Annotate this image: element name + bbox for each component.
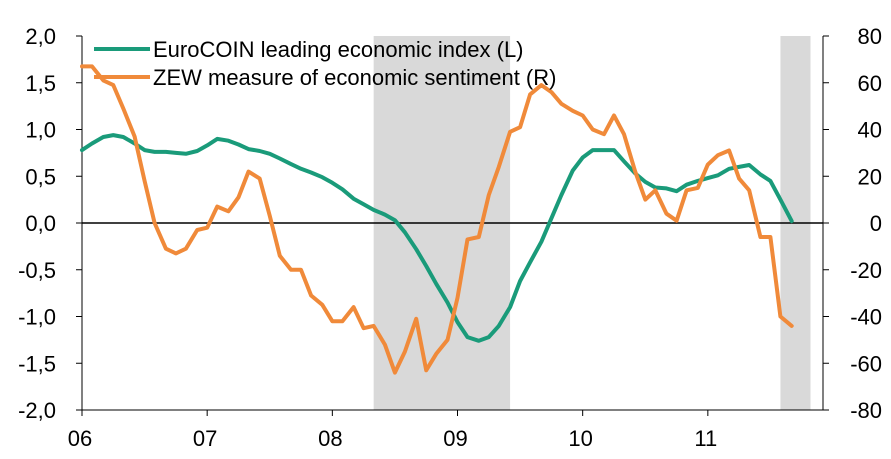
x-tick-label: 10 xyxy=(568,426,592,451)
right-y-tick-label: 20 xyxy=(858,164,882,189)
legend-label-1: ZEW measure of economic sentiment (R) xyxy=(153,65,556,90)
left-y-tick-label: 0,5 xyxy=(25,164,56,189)
right-y-tick-label: -20 xyxy=(850,258,882,283)
series-lines xyxy=(80,64,794,375)
right-y-tick-label: -40 xyxy=(850,305,882,330)
legend: EuroCOIN leading economic index (L) ZEW m… xyxy=(94,37,556,90)
right-y-tick-label: 40 xyxy=(858,118,882,143)
right-y-tick-label: -80 xyxy=(850,398,882,423)
left-y-tick-label: -0,5 xyxy=(18,258,56,283)
x-tick-label: 07 xyxy=(193,426,217,451)
legend-label-0: EuroCOIN leading economic index (L) xyxy=(153,37,524,62)
series-line-1 xyxy=(80,64,794,375)
left-y-tick-label: 1,0 xyxy=(25,118,56,143)
left-y-tick-labels: -2,0 -1,5 -1,0 -0,5 0,0 0,5 1,0 1,5 2,0 xyxy=(18,24,56,423)
left-y-tick-label: 1,5 xyxy=(25,71,56,96)
right-y-tick-label: -60 xyxy=(850,351,882,376)
left-y-tick-label: -2,0 xyxy=(18,398,56,423)
x-tick-label: 09 xyxy=(443,426,467,451)
left-y-tick-label: -1,5 xyxy=(18,351,56,376)
left-y-tick-label: 0,0 xyxy=(25,211,56,236)
series-line-0 xyxy=(80,133,794,343)
left-y-tick-label: -1,0 xyxy=(18,305,56,330)
x-tick-label: 06 xyxy=(68,426,92,451)
right-y-tick-label: 80 xyxy=(858,24,882,49)
right-y-tick-label: 60 xyxy=(858,71,882,96)
right-y-tick-label: 0 xyxy=(870,211,882,236)
x-tick-labels: 06 07 08 09 10 11 xyxy=(68,426,718,451)
right-y-tick-labels: -80 -60 -40 -20 0 20 40 60 80 xyxy=(850,24,882,423)
axes xyxy=(76,35,829,416)
x-tick-label: 11 xyxy=(694,426,717,451)
left-y-tick-label: 2,0 xyxy=(25,24,56,49)
x-tick-label: 08 xyxy=(318,426,342,451)
